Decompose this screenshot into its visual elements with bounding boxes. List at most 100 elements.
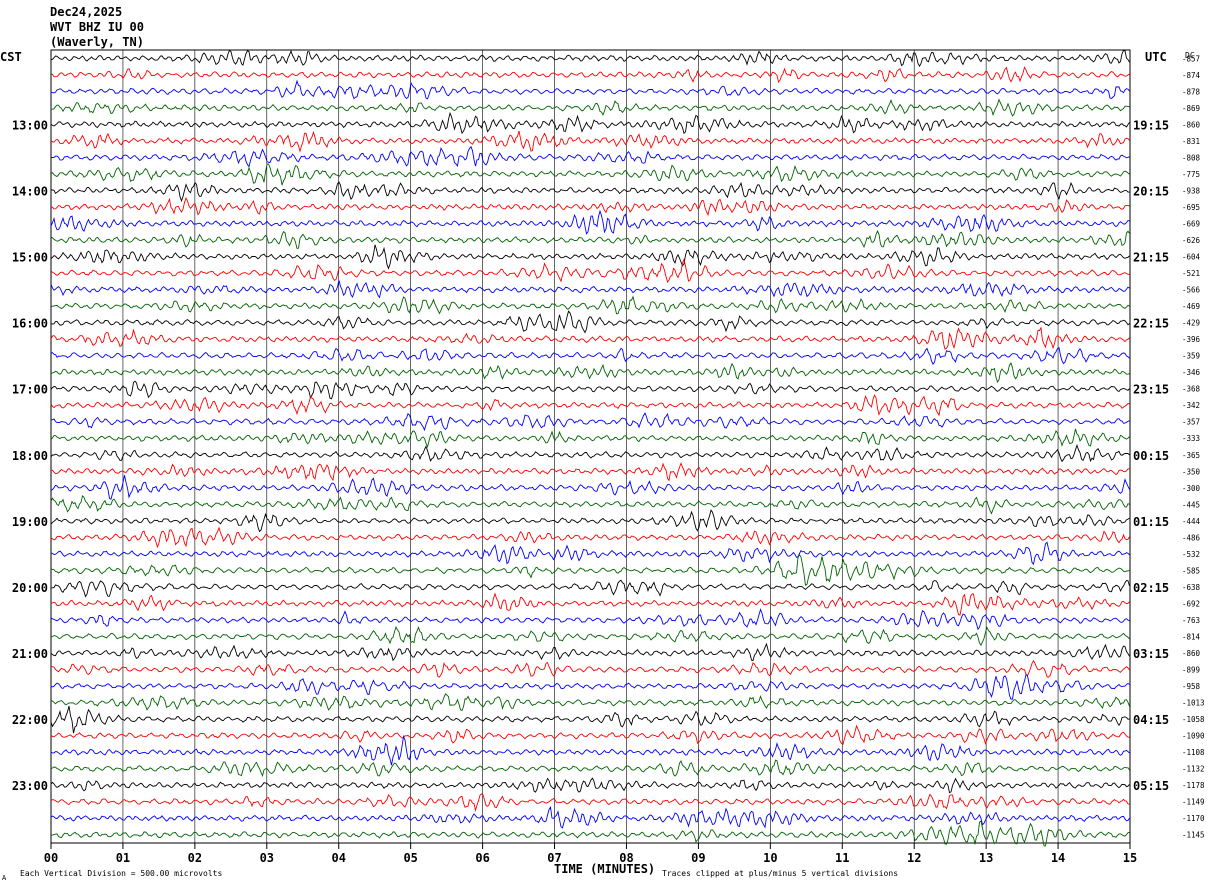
dc-offset-label: -808 [1182, 153, 1201, 162]
trace-line [50, 130, 1130, 153]
trace-line [50, 805, 1130, 829]
dc-offset-label: -763 [1182, 616, 1200, 625]
dc-offset-label: -695 [1182, 203, 1200, 212]
trace-line [50, 673, 1130, 700]
dc-offset-label: -566 [1182, 286, 1201, 295]
trace-line [50, 659, 1130, 678]
trace-line [50, 608, 1130, 631]
corner-mark: A [2, 874, 7, 882]
dc-offset-label: -532 [1182, 550, 1200, 559]
dc-offset-label: -958 [1182, 682, 1201, 691]
dc-label: DC [1185, 51, 1195, 60]
left-time-label: 22:00 [12, 713, 48, 727]
left-time-label: 23:00 [12, 779, 48, 793]
left-zone-label: CST [0, 50, 22, 64]
trace-line [50, 777, 1130, 794]
dc-offset-label: -346 [1182, 368, 1201, 377]
right-time-label: 23:15 [1133, 383, 1169, 397]
x-tick-label: 06 [475, 851, 489, 865]
trace-line [50, 642, 1130, 662]
trace-line [50, 625, 1130, 646]
left-time-label: 18:00 [12, 449, 48, 463]
dc-offset-label: -429 [1182, 319, 1200, 328]
label-layer: 00 01 02 03 04 05 06 07 08 09 10 11 12 13 14 15 -857 -874… [12, 54, 1205, 865]
x-tick-label: 04 [332, 851, 346, 865]
trace-line [50, 394, 1130, 417]
trace-line [50, 163, 1130, 186]
dc-offset-label: -585 [1182, 566, 1200, 575]
dc-offset-label: -604 [1182, 253, 1201, 262]
dc-offset-label: -1178 [1182, 781, 1205, 790]
trace-line [50, 380, 1130, 400]
trace-line [51, 98, 1130, 117]
dc-offset-label: -1149 [1182, 798, 1205, 807]
dc-offset-label: -300 [1182, 484, 1201, 493]
trace-line [50, 494, 1130, 515]
dc-offset-label: -350 [1182, 467, 1201, 476]
dc-offset-label: -357 [1182, 418, 1200, 427]
right-time-label: 22:15 [1133, 317, 1169, 331]
dc-offset-label: -1132 [1182, 765, 1205, 774]
x-tick-label: 01 [116, 851, 130, 865]
right-time-label: 03:15 [1133, 647, 1169, 661]
trace-line [50, 553, 1130, 586]
left-time-label: 13:00 [12, 118, 48, 132]
x-tick-label: 07 [547, 851, 561, 865]
trace-layer [50, 49, 1130, 847]
trace-line [50, 209, 1130, 235]
trace-line [50, 462, 1130, 482]
right-time-label: 01:15 [1133, 515, 1169, 529]
left-time-label: 21:00 [12, 647, 48, 661]
dc-offset-label: -486 [1182, 533, 1201, 542]
x-tick-label: 15 [1123, 851, 1137, 865]
trace-line [50, 326, 1130, 350]
trace-line [50, 346, 1130, 365]
dc-offset-label: -1145 [1182, 831, 1205, 840]
dc-offset-label: -368 [1182, 385, 1201, 394]
dc-offset-label: -814 [1182, 632, 1201, 641]
x-tick-label: 10 [763, 851, 777, 865]
scale-note: Each Vertical Division = 500.00 microvol… [20, 869, 222, 878]
right-time-label: 19:15 [1133, 118, 1169, 132]
trace-line [50, 579, 1130, 598]
dc-offset-label: -869 [1182, 104, 1200, 113]
left-time-label: 19:00 [12, 515, 48, 529]
x-tick-label: 03 [260, 851, 274, 865]
right-zone-label: UTC [1145, 50, 1167, 64]
trace-line [50, 428, 1130, 449]
dc-offset-label: -469 [1182, 302, 1200, 311]
dc-offset-label: -359 [1182, 352, 1200, 361]
trace-line [50, 258, 1130, 283]
x-tick-label: 00 [44, 851, 58, 865]
trace-line [50, 526, 1130, 549]
right-time-label: 20:15 [1133, 184, 1169, 198]
dc-offset-label: -396 [1182, 335, 1201, 344]
trace-line [50, 111, 1130, 135]
trace-line [50, 310, 1130, 334]
dc-offset-label: -775 [1182, 170, 1200, 179]
plot-frame [50, 49, 1131, 844]
dc-offset-label: -874 [1182, 71, 1201, 80]
dc-offset-label: -626 [1182, 236, 1201, 245]
header-station: WVT BHZ IU 00 [50, 20, 144, 34]
grid-layer [50, 49, 1131, 849]
dc-offset-label: -445 [1182, 500, 1200, 509]
trace-line [50, 181, 1130, 203]
trace-line [50, 693, 1130, 712]
x-tick-label: 11 [835, 851, 849, 865]
dc-offset-label: -669 [1182, 219, 1200, 228]
header-date: Dec24,2025 [50, 5, 122, 19]
trace-line [50, 244, 1130, 270]
x-axis-title: TIME (MINUTES) [554, 862, 655, 876]
right-time-label: 04:15 [1133, 713, 1169, 727]
trace-line [50, 280, 1130, 299]
left-time-label: 16:00 [12, 317, 48, 331]
right-time-label: 00:15 [1133, 449, 1169, 463]
x-tick-label: 13 [979, 851, 993, 865]
trace-line [50, 541, 1130, 566]
x-tick-label: 14 [1051, 851, 1065, 865]
x-tick-label: 12 [907, 851, 921, 865]
dc-offset-label: -1013 [1182, 699, 1205, 708]
left-time-label: 20:00 [12, 581, 48, 595]
